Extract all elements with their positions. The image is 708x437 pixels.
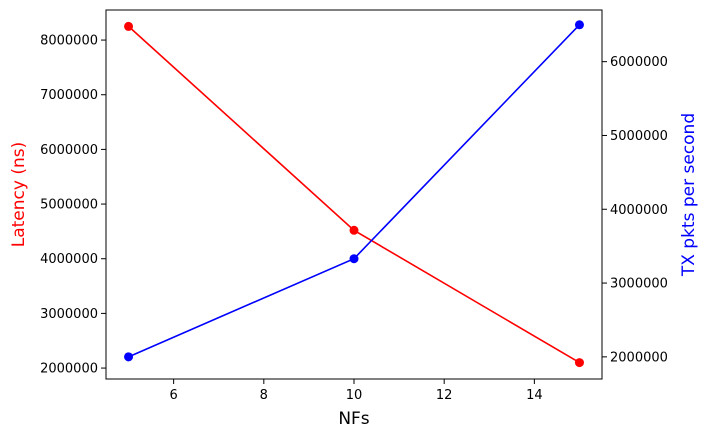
x-tick-label: 8 bbox=[260, 388, 268, 403]
y-right-tick-label: 5000000 bbox=[610, 129, 668, 144]
y-left-tick-label: 7000000 bbox=[40, 88, 98, 103]
series-0-point bbox=[574, 358, 584, 368]
series-1-point bbox=[349, 254, 359, 264]
series-layer bbox=[124, 20, 584, 368]
x-tick-label: 12 bbox=[436, 388, 453, 403]
y-left-tick-label: 5000000 bbox=[40, 198, 98, 213]
y-right-tick-label: 3000000 bbox=[610, 277, 668, 292]
y-left-tick-label: 8000000 bbox=[40, 34, 98, 49]
y-left-tick-label: 6000000 bbox=[40, 143, 98, 158]
y-left-tick-label: 2000000 bbox=[40, 362, 98, 377]
y-right-tick-label: 2000000 bbox=[610, 350, 668, 365]
x-axis-ticks: 6 8 10 12 14 bbox=[169, 379, 543, 403]
x-axis-title: NFs bbox=[338, 409, 369, 429]
y-right-tick-label: 4000000 bbox=[610, 203, 668, 218]
y-right-tick-label: 6000000 bbox=[610, 55, 668, 70]
y-left-axis-ticks: 2000000 3000000 4000000 5000000 6000000 70000… bbox=[40, 34, 106, 377]
series-0-point bbox=[349, 225, 359, 235]
series-1-point bbox=[124, 352, 134, 362]
y-right-axis-title: TX pkts per second bbox=[679, 113, 699, 277]
series-0-point bbox=[124, 21, 134, 31]
y-left-tick-label: 4000000 bbox=[40, 252, 98, 267]
y-right-axis-ticks: 2000000 3000000 4000000 5000000 6000000 bbox=[602, 55, 668, 365]
series-1-point bbox=[574, 20, 584, 30]
plot-area bbox=[105, 9, 603, 380]
y-left-tick-label: 3000000 bbox=[40, 307, 98, 322]
x-tick-label: 6 bbox=[169, 388, 177, 403]
x-tick-label: 14 bbox=[526, 388, 543, 403]
x-tick-label: 10 bbox=[346, 388, 363, 403]
y-left-axis-title: Latency (ns) bbox=[9, 142, 29, 248]
